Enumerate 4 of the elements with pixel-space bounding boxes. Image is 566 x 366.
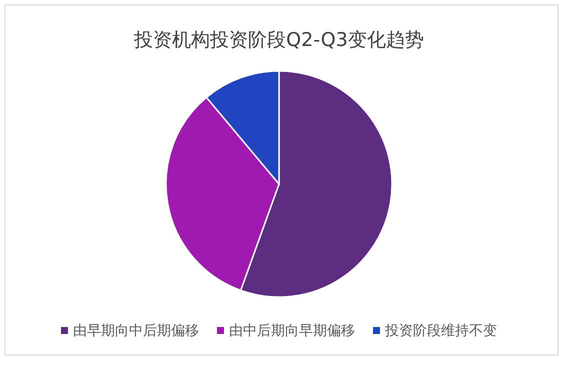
legend-label: 投资阶段维持不变 — [384, 323, 497, 339]
legend-label: 由中后期向早期偏移 — [229, 323, 355, 339]
chart-title: 投资机构投资阶段Q2-Q3变化趋势 — [133, 29, 424, 51]
legend-label: 由早期向中后期偏移 — [73, 323, 199, 339]
